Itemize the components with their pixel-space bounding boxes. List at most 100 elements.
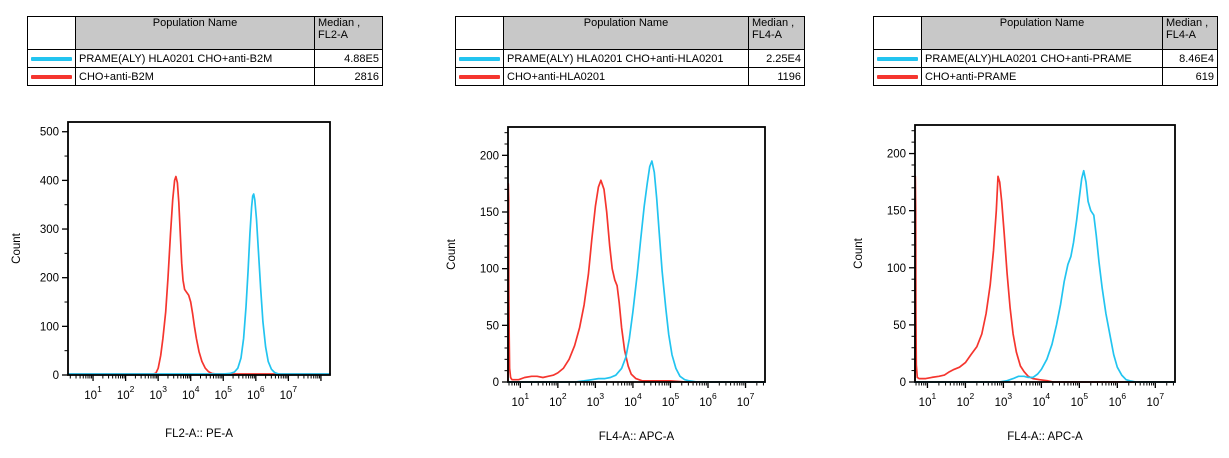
population-name: PRAME(ALY)HLA0201 CHO+anti-PRAME: [921, 49, 1163, 68]
legend-col-population: Population Name: [921, 16, 1163, 50]
population-name: CHO+anti-HLA0201: [503, 67, 749, 86]
x-tick-label: 102: [957, 391, 975, 409]
y-tick-label: 100: [480, 264, 499, 276]
median-value: 4.88E5: [314, 49, 383, 68]
legend-header-row: Population Name Median , FL2-A: [27, 16, 383, 50]
flow-histogram-chart-1: 101 102 103 104 105 106 107 0 100 200 300 400 500 FL2…: [11, 121, 331, 440]
x-tick-label: 103: [587, 391, 605, 409]
y-tick-label: 0: [900, 377, 906, 389]
x-tick-label: 106: [247, 384, 265, 402]
axis-tick-labels: 101 102 103 104 105 106 107 0 50 100 150 200: [480, 150, 755, 409]
histogram-curves: [914, 169, 1176, 383]
y-tick-label: 200: [887, 149, 906, 161]
legend-row: PRAME(ALY)HLA0201 CHO+anti-PRAME 8.46E4: [873, 49, 1218, 68]
x-tick-label: 101: [84, 384, 102, 402]
y-tick-label: 200: [40, 273, 59, 285]
flow-histogram-chart-3: 101 102 103 104 105 106 107 0 50 100 150 200FL4-A::…: [853, 124, 1176, 443]
population-name: CHO+anti-B2M: [75, 67, 315, 86]
plot-frame: [914, 124, 1176, 383]
x-tick-label: 105: [214, 384, 232, 402]
y-tick-label: 0: [493, 377, 499, 389]
legend-row: CHO+anti-B2M 2816: [27, 67, 383, 86]
median-header-line2: FL4-A: [752, 29, 782, 41]
legend-header-row: Population Name Median , FL4-A: [455, 16, 805, 50]
legend-swatch-header: [27, 16, 76, 50]
series-color-swatch: [459, 74, 500, 79]
y-tick-label: 500: [40, 127, 59, 139]
series-color-swatch: [877, 74, 918, 79]
series-curve-red: [67, 175, 331, 375]
series-curve-red: [507, 179, 766, 383]
series-curve-cyan: [914, 169, 1176, 383]
population-name: PRAME(ALY) HLA0201 CHO+anti-HLA0201: [503, 49, 749, 68]
y-tick-label: 200: [480, 150, 499, 162]
legend-table-2: Population Name Median , FL4-A PRAME(ALY…: [455, 16, 805, 86]
median-value: 619: [1162, 67, 1218, 86]
legend-table-1: Population Name Median , FL2-A PRAME(ALY…: [27, 16, 383, 86]
series-color-swatch: [877, 56, 918, 61]
legend-row: PRAME(ALY) HLA0201 CHO+anti-B2M 4.88E5: [27, 49, 383, 68]
legend-col-median: Median , FL2-A: [314, 16, 383, 50]
series-color-swatch: [459, 56, 500, 61]
x-tick-label: 107: [1147, 391, 1165, 409]
x-tick-label: 103: [995, 391, 1013, 409]
y-tick-label: 100: [887, 263, 906, 275]
y-tick-label: 300: [40, 224, 59, 236]
y-tick-label: 150: [887, 206, 906, 218]
legend-row: PRAME(ALY) HLA0201 CHO+anti-HLA0201 2.25…: [455, 49, 805, 68]
x-axis-title: FL4-A:: APC-A: [1007, 431, 1083, 443]
legend-col-median: Median , FL4-A: [1162, 16, 1218, 50]
x-tick-label: 101: [512, 391, 530, 409]
series-curve-red: [914, 175, 1176, 383]
legend-col-population: Population Name: [503, 16, 749, 50]
series-color-swatch: [31, 56, 72, 61]
y-tick-label: 150: [480, 207, 499, 219]
population-name: PRAME(ALY) HLA0201 CHO+anti-B2M: [75, 49, 315, 68]
legend-col-median: Median , FL4-A: [748, 16, 805, 50]
legend-swatch-header: [455, 16, 504, 50]
x-tick-label: 105: [1071, 391, 1089, 409]
median-header-line1: Median ,: [318, 17, 361, 30]
legend-row: CHO+anti-HLA0201 1196: [455, 67, 805, 86]
legend-swatch-header: [873, 16, 922, 50]
y-axis-title: Count: [853, 237, 865, 268]
axis-tick-labels: 101 102 103 104 105 106 107 0 50 100 150 200: [887, 149, 1165, 409]
median-value: 2.25E4: [748, 49, 805, 68]
plot-frame: [507, 126, 766, 383]
y-tick-label: 0: [53, 370, 59, 382]
legend-col-population: Population Name: [75, 16, 315, 50]
x-tick-label: 107: [280, 384, 298, 402]
x-tick-label: 103: [149, 384, 167, 402]
population-name: CHO+anti-PRAME: [921, 67, 1163, 86]
median-header-line1: Median ,: [752, 17, 795, 30]
y-tick-label: 100: [40, 321, 59, 333]
y-axis-title: Count: [446, 238, 458, 269]
x-axis-title: FL2-A:: PE-A: [165, 428, 233, 440]
series-curve-cyan: [507, 160, 766, 383]
y-tick-label: 50: [893, 320, 906, 332]
x-tick-label: 107: [737, 391, 755, 409]
legend-header-row: Population Name Median , FL4-A: [873, 16, 1218, 50]
x-tick-label: 104: [624, 391, 642, 409]
x-tick-label: 104: [182, 384, 200, 402]
y-axis-title: Count: [11, 232, 23, 263]
axis-tick-labels: 101 102 103 104 105 106 107 0 100 200 300 400 500: [40, 127, 298, 402]
x-axis-title: FL4-A:: APC-A: [599, 431, 675, 443]
flow-histogram-chart-2: 101 102 103 104 105 106 107 0 50 100 150 200FL4-A::…: [446, 126, 766, 443]
x-tick-label: 106: [699, 391, 717, 409]
x-tick-label: 101: [919, 391, 937, 409]
x-tick-label: 106: [1109, 391, 1127, 409]
legend-row: CHO+anti-PRAME 619: [873, 67, 1218, 86]
series-color-swatch: [31, 74, 72, 79]
histogram-curves: [507, 160, 766, 383]
median-value: 1196: [748, 67, 805, 86]
median-header-line1: Median ,: [1166, 17, 1209, 30]
x-tick-label: 105: [662, 391, 680, 409]
histogram-curves: [67, 175, 331, 375]
median-value: 2816: [314, 67, 383, 86]
median-header-line2: FL4-A: [1166, 29, 1196, 41]
median-value: 8.46E4: [1162, 49, 1218, 68]
x-tick-label: 102: [549, 391, 567, 409]
plot-frame: [67, 121, 331, 376]
